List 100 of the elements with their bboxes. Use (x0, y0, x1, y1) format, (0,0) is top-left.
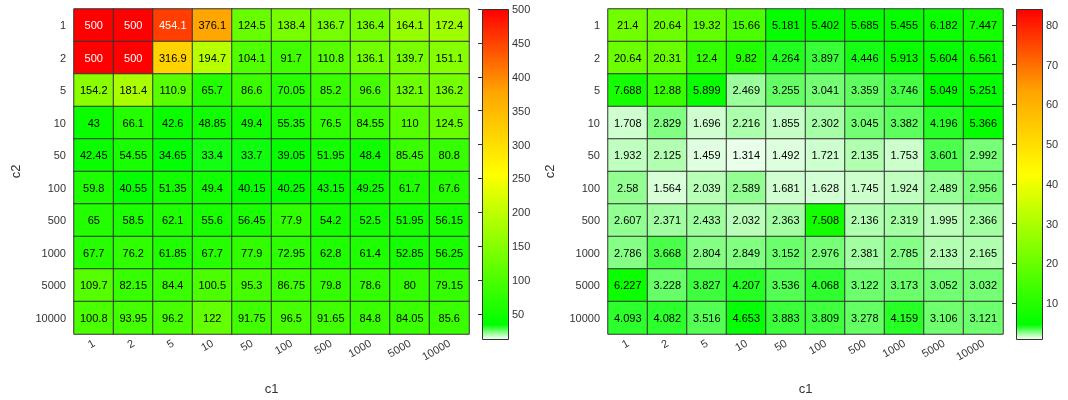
data-label: 80.8 (438, 149, 460, 162)
data-label: 2.133 (929, 246, 958, 259)
data-label: 1.314 (732, 149, 761, 162)
color-bar-label: 250 (512, 172, 531, 185)
data-label: 4.082 (653, 311, 682, 324)
data-label: 2.976 (811, 246, 840, 259)
data-label: 2.589 (732, 181, 761, 194)
data-label: 132.1 (395, 84, 424, 97)
data-label: 62.8 (320, 246, 342, 259)
y-axis-title: c2 (542, 164, 557, 179)
data-label: 3.746 (890, 84, 919, 97)
data-label: 76.2 (122, 246, 144, 259)
data-label: 49.4 (241, 116, 263, 129)
data-label: 500 (124, 51, 143, 64)
y-tick-label: 2 (593, 51, 600, 64)
data-label: 2.039 (692, 181, 721, 194)
data-label: 51.35 (158, 181, 187, 194)
data-label: 110.9 (159, 84, 187, 97)
data-label: 84.8 (359, 311, 381, 324)
data-label: 4.264 (771, 51, 800, 64)
data-label: 85.6 (438, 311, 460, 324)
color-bar-label: 500 (512, 3, 531, 15)
color-bar-label: 200 (512, 206, 531, 219)
color-bar-label: 350 (512, 104, 531, 117)
data-label: 91.75 (237, 311, 266, 324)
data-label: 5.685 (850, 19, 879, 32)
color-bar-label: 450 (512, 36, 531, 49)
data-label: 2.433 (692, 214, 721, 227)
y-tick-label: 50 (53, 149, 66, 162)
data-label: 1.564 (653, 181, 682, 194)
x-tick-label: 5000 (919, 336, 947, 360)
data-label: 9.82 (735, 51, 757, 64)
data-label: 2.469 (732, 84, 761, 97)
y-tick-label: 100 (47, 181, 66, 194)
data-label: 136.7 (316, 19, 345, 32)
data-label: 42.6 (162, 116, 184, 129)
data-label: 91.65 (316, 311, 345, 324)
data-label: 2.135 (850, 149, 879, 162)
x-tick-label: 500 (845, 336, 868, 357)
data-label: 7.508 (811, 214, 840, 227)
data-label: 39.05 (277, 149, 306, 162)
x-tick-label: 10 (732, 336, 750, 354)
y-tick-label: 1 (593, 19, 600, 32)
data-label: 4.446 (850, 51, 879, 64)
data-label: 500 (84, 51, 103, 64)
data-label: 48.85 (198, 116, 227, 129)
data-label: 2.125 (653, 149, 682, 162)
data-label: 2.992 (969, 149, 998, 162)
y-tick-label: 10000 (35, 311, 66, 324)
x-tick-label: 5 (164, 336, 176, 351)
color-bar-label: 400 (512, 70, 531, 83)
data-label: 21.4 (617, 19, 639, 32)
data-label: 4.093 (613, 311, 642, 324)
data-label: 3.668 (653, 246, 682, 259)
color-bar-label: 50 (1046, 138, 1059, 151)
data-label: 3.041 (811, 84, 840, 97)
data-label: 136.2 (435, 84, 464, 97)
data-label: 20.31 (653, 51, 682, 64)
data-label: 56.25 (435, 246, 464, 259)
data-label: 77.9 (241, 246, 263, 259)
data-label: 124.5 (435, 116, 464, 129)
data-label: 66.1 (122, 116, 144, 129)
data-label: 85.2 (320, 84, 342, 97)
x-tick-label: 1000 (346, 336, 374, 360)
data-label: 2.786 (613, 246, 642, 259)
data-label: 1.628 (811, 181, 840, 194)
color-bar-label: 60 (1046, 98, 1059, 111)
data-label: 2.607 (613, 214, 642, 227)
data-label: 110.8 (317, 51, 345, 64)
data-label: 110 (400, 116, 419, 129)
data-label: 40.55 (119, 181, 148, 194)
data-label: 151.1 (435, 51, 464, 64)
data-label: 2.302 (811, 116, 840, 129)
data-label: 5.402 (811, 19, 840, 32)
data-label: 2.381 (850, 246, 879, 259)
data-label: 3.359 (850, 84, 879, 97)
y-tick-label: 5 (593, 84, 600, 97)
y-tick-label: 5000 (575, 279, 600, 292)
data-label: 91.7 (280, 51, 302, 64)
data-label: 2.216 (732, 116, 761, 129)
data-label: 2.319 (890, 214, 919, 227)
data-label: 80 (403, 279, 416, 292)
data-label: 52.5 (359, 214, 381, 227)
data-label: 56.45 (237, 214, 266, 227)
data-label: 3.516 (692, 311, 721, 324)
data-label: 1.745 (850, 181, 879, 194)
data-label: 67.7 (83, 246, 105, 259)
data-label: 70.05 (277, 84, 306, 97)
data-label: 5.913 (890, 51, 919, 64)
data-label: 49.4 (201, 181, 223, 194)
color-bar-label: 50 (512, 307, 525, 320)
data-label: 2.58 (617, 181, 639, 194)
x-tick-label: 5 (698, 336, 710, 351)
data-label: 4.159 (890, 311, 919, 324)
x-tick-label: 5000 (385, 336, 413, 360)
data-label: 2.829 (653, 116, 682, 129)
data-label: 56.15 (435, 214, 464, 227)
data-label: 5.899 (692, 84, 721, 97)
data-label: 12.4 (696, 51, 718, 64)
data-label: 20.64 (653, 19, 682, 32)
